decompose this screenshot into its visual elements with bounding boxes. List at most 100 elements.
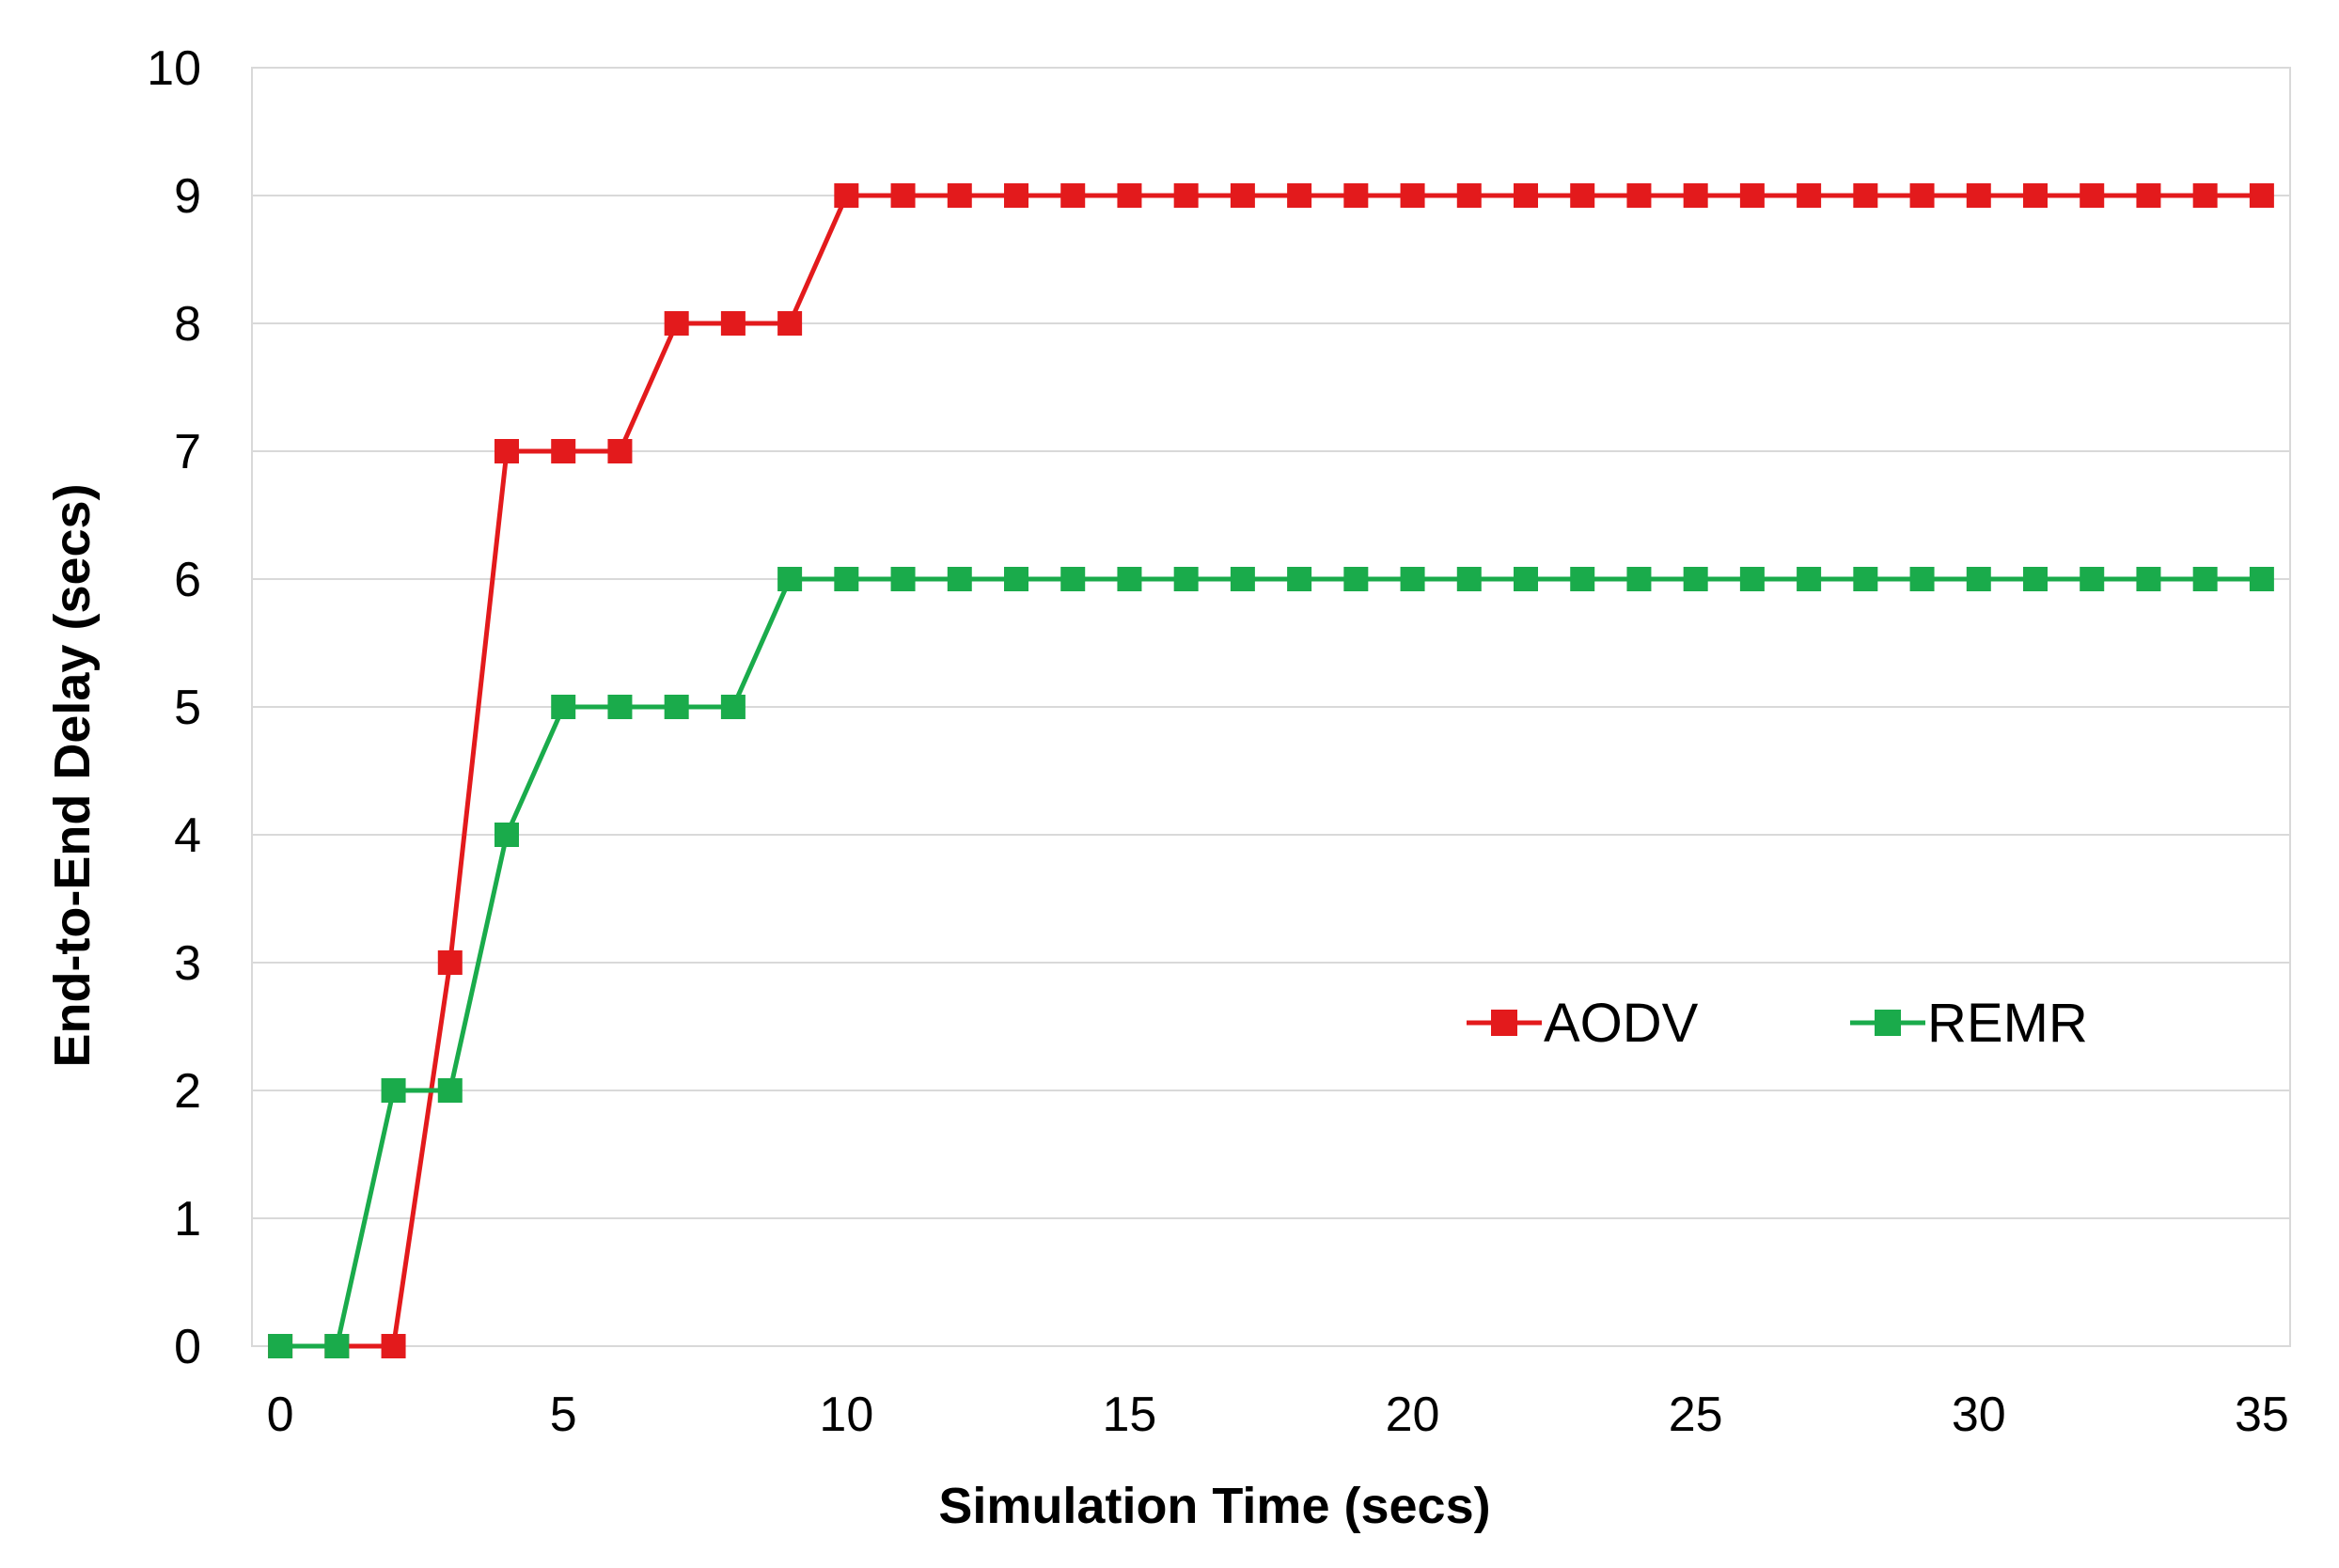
point-remr-24 xyxy=(1626,567,1652,591)
legend-label-remr: REMR xyxy=(1927,993,2088,1054)
point-aodv-32 xyxy=(2080,183,2105,208)
point-aodv-13 xyxy=(1004,183,1028,208)
point-aodv-31 xyxy=(2023,183,2048,208)
point-remr-18 xyxy=(1287,567,1312,591)
x-tick-label-15: 15 xyxy=(1103,1388,1157,1442)
point-remr-4 xyxy=(494,823,519,847)
point-aodv-34 xyxy=(2192,183,2218,208)
point-remr-15 xyxy=(1117,567,1142,591)
point-aodv-29 xyxy=(1909,183,1935,208)
point-aodv-27 xyxy=(1797,183,1822,208)
point-aodv-26 xyxy=(1739,183,1765,208)
legend-item-remr: REMR xyxy=(1850,993,2088,1054)
series-aodv xyxy=(268,183,2274,1358)
point-aodv-10 xyxy=(834,183,859,208)
point-aodv-8 xyxy=(720,311,746,336)
point-aodv-14 xyxy=(1060,183,1086,208)
point-aodv-15 xyxy=(1117,183,1142,208)
point-aodv-7 xyxy=(664,311,689,336)
point-remr-2 xyxy=(381,1078,406,1103)
point-aodv-23 xyxy=(1570,183,1595,208)
x-tick-label-25: 25 xyxy=(1669,1388,1723,1442)
point-remr-33 xyxy=(2136,567,2161,591)
point-aodv-2 xyxy=(381,1334,406,1358)
point-aodv-33 xyxy=(2136,183,2161,208)
point-aodv-22 xyxy=(1514,183,1538,208)
y-tick-label-1: 1 xyxy=(174,1192,201,1247)
point-remr-12 xyxy=(947,567,972,591)
point-aodv-11 xyxy=(890,183,916,208)
x-tick-labels: 0 5 10 15 20 25 30 35 xyxy=(267,1388,2289,1442)
point-remr-22 xyxy=(1514,567,1538,591)
legend-item-aodv: AODV xyxy=(1467,993,1699,1054)
point-remr-26 xyxy=(1739,567,1765,591)
point-aodv-19 xyxy=(1343,183,1369,208)
point-aodv-6 xyxy=(607,439,633,463)
point-remr-20 xyxy=(1400,567,1425,591)
point-aodv-17 xyxy=(1230,183,1255,208)
point-aodv-3 xyxy=(437,950,463,975)
point-remr-0 xyxy=(268,1334,293,1358)
series-group xyxy=(268,183,2274,1358)
point-remr-11 xyxy=(890,567,916,591)
legend-swatch-marker-aodv xyxy=(1491,1010,1517,1036)
point-remr-9 xyxy=(777,567,803,591)
point-remr-23 xyxy=(1570,567,1595,591)
point-remr-34 xyxy=(2192,567,2218,591)
point-remr-27 xyxy=(1797,567,1822,591)
point-aodv-24 xyxy=(1626,183,1652,208)
point-remr-19 xyxy=(1343,567,1369,591)
point-aodv-12 xyxy=(947,183,972,208)
point-remr-5 xyxy=(551,695,576,719)
point-remr-28 xyxy=(1853,567,1878,591)
legend-label-aodv: AODV xyxy=(1544,993,1699,1054)
y-tick-label-3: 3 xyxy=(174,936,201,991)
x-tick-label-30: 30 xyxy=(1952,1388,2006,1442)
point-remr-10 xyxy=(834,567,859,591)
y-tick-label-0: 0 xyxy=(174,1320,201,1374)
legend-swatch-marker-remr xyxy=(1875,1010,1901,1036)
y-tick-label-9: 9 xyxy=(174,169,201,224)
y-tick-label-5: 5 xyxy=(174,681,201,735)
point-remr-21 xyxy=(1456,567,1482,591)
point-remr-30 xyxy=(1966,567,1991,591)
point-aodv-30 xyxy=(1966,183,1991,208)
point-remr-16 xyxy=(1173,567,1199,591)
x-tick-label-10: 10 xyxy=(819,1388,873,1442)
x-tick-label-5: 5 xyxy=(550,1388,577,1442)
y-tick-label-2: 2 xyxy=(174,1064,201,1119)
series-remr xyxy=(268,567,2274,1358)
point-remr-25 xyxy=(1683,567,1708,591)
point-remr-8 xyxy=(720,695,746,719)
x-axis-title: Simulation Time (secs) xyxy=(938,1478,1490,1534)
x-tick-label-0: 0 xyxy=(267,1388,294,1442)
point-aodv-20 xyxy=(1400,183,1425,208)
y-axis-title: End-to-End Delay (secs) xyxy=(44,483,101,1067)
y-tick-label-4: 4 xyxy=(174,808,201,863)
plot-frame xyxy=(251,67,2291,1347)
x-tick-label-35: 35 xyxy=(2235,1388,2289,1442)
point-remr-3 xyxy=(437,1078,463,1103)
point-aodv-25 xyxy=(1683,183,1708,208)
point-aodv-9 xyxy=(777,311,803,336)
y-tick-labels: 0 1 2 3 4 5 6 7 8 9 10 xyxy=(147,41,201,1374)
point-remr-29 xyxy=(1909,567,1935,591)
legend: AODV REMR xyxy=(1467,993,2088,1054)
point-aodv-4 xyxy=(494,439,519,463)
point-remr-17 xyxy=(1230,567,1255,591)
point-aodv-35 xyxy=(2249,183,2274,208)
point-remr-31 xyxy=(2023,567,2048,591)
point-aodv-21 xyxy=(1456,183,1482,208)
point-remr-7 xyxy=(664,695,689,719)
point-aodv-5 xyxy=(551,439,576,463)
point-remr-1 xyxy=(324,1334,350,1358)
point-remr-6 xyxy=(607,695,633,719)
point-remr-14 xyxy=(1060,567,1086,591)
point-aodv-16 xyxy=(1173,183,1199,208)
y-tick-label-10: 10 xyxy=(147,41,201,96)
y-tick-label-8: 8 xyxy=(174,297,201,352)
point-remr-32 xyxy=(2080,567,2105,591)
point-aodv-28 xyxy=(1853,183,1878,208)
